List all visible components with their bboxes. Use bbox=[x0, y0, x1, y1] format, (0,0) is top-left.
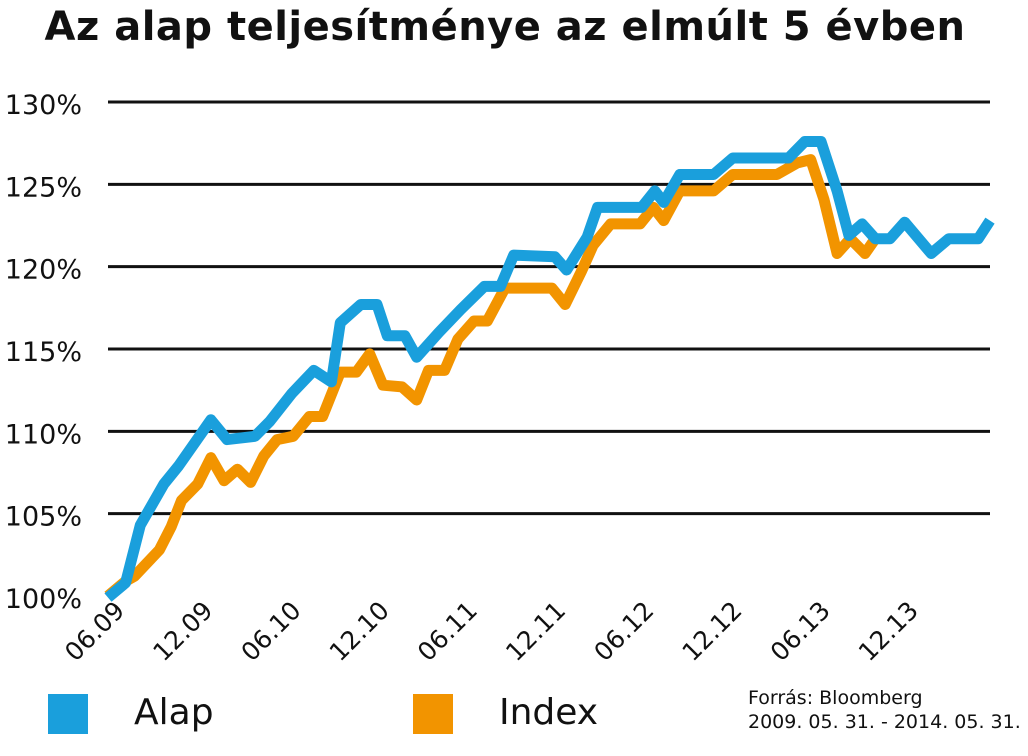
series-line-alap bbox=[104, 136, 995, 602]
source-note: Forrás: Bloomberg 2009. 05. 31. - 2014. … bbox=[748, 686, 1021, 734]
x-tick-label: 06.12 bbox=[588, 596, 659, 667]
legend-item-alap: Alap bbox=[48, 690, 308, 740]
x-tick-label: 12.11 bbox=[500, 596, 571, 667]
x-tick-label: 12.12 bbox=[677, 596, 748, 667]
series-lines bbox=[104, 136, 995, 602]
y-tick-label: 120% bbox=[5, 255, 82, 286]
legend-label-alap: Alap bbox=[134, 692, 214, 733]
x-tick-label: 06.11 bbox=[412, 596, 483, 667]
y-axis-tick-labels: 100% 105% 110% 115% 120% 125% 130% bbox=[5, 90, 82, 615]
x-tick-label: 12.10 bbox=[324, 596, 395, 667]
source-line-2: 2009. 05. 31. - 2014. 05. 31. bbox=[748, 711, 1021, 733]
chart-title: Az alap teljesítménye az elmúlt 5 évben bbox=[44, 4, 966, 50]
legend-swatch-alap bbox=[48, 694, 88, 734]
x-tick-label: 06.10 bbox=[236, 596, 307, 667]
source-line-1: Forrás: Bloomberg bbox=[748, 687, 923, 709]
x-axis-tick-labels: 06.09 12.09 06.10 12.10 06.11 12.11 06.12 12.12… bbox=[59, 596, 924, 667]
y-tick-label: 115% bbox=[5, 337, 82, 368]
legend-item-index: Index bbox=[413, 690, 673, 740]
y-tick-label: 110% bbox=[5, 419, 82, 450]
x-tick-label: 06.13 bbox=[765, 596, 836, 667]
y-tick-label: 130% bbox=[5, 90, 82, 121]
x-tick-label: 12.13 bbox=[853, 596, 924, 667]
y-tick-label: 105% bbox=[5, 502, 82, 533]
gridlines bbox=[108, 100, 990, 516]
y-tick-label: 100% bbox=[5, 584, 82, 615]
series-line-index bbox=[104, 154, 880, 601]
legend-label-index: Index bbox=[499, 692, 599, 733]
line-chart: 100%105%110%115%120%125%130% 06.09 12.09 0… bbox=[5, 90, 995, 667]
legend-swatch-index bbox=[413, 694, 453, 734]
y-tick-label: 125% bbox=[5, 172, 82, 203]
x-tick-label: 12.09 bbox=[147, 596, 218, 667]
